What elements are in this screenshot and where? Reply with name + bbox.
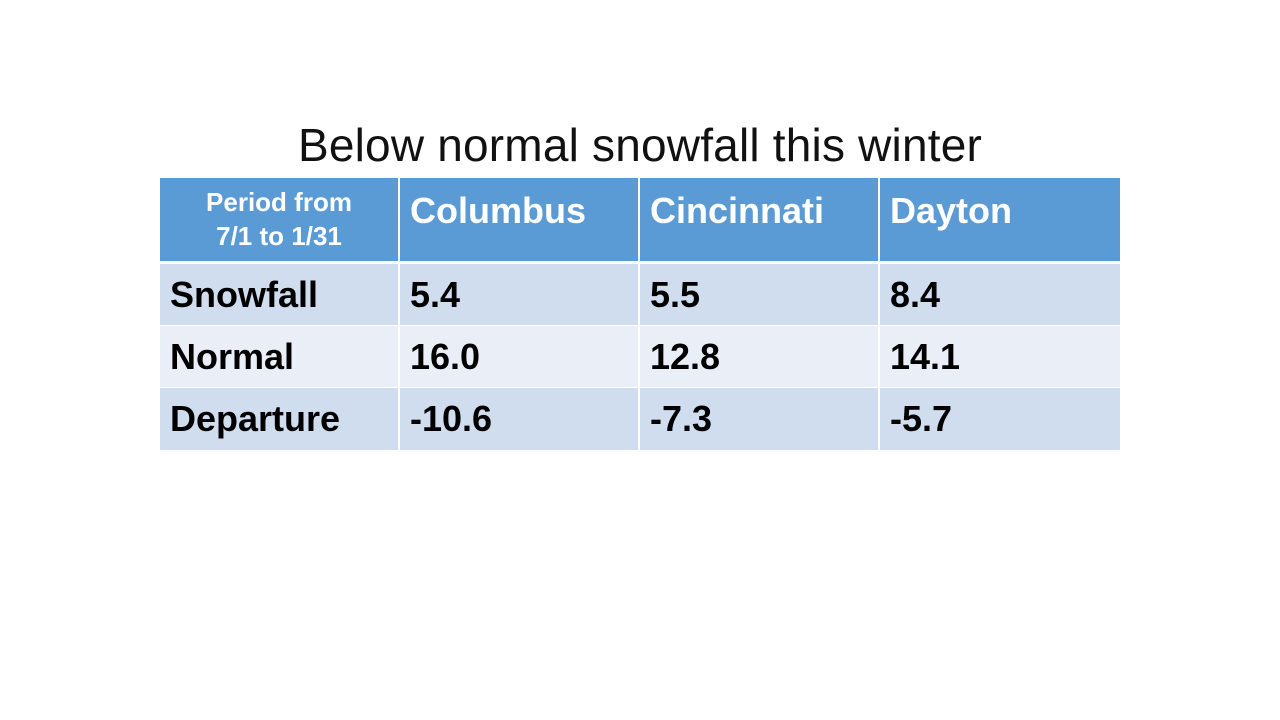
table-header-row: Period from 7/1 to 1/31 Columbus Cincinn… (160, 178, 1120, 264)
table-cell: 16.0 (400, 326, 640, 388)
table-cell: 8.4 (880, 264, 1120, 326)
period-header-line2: 7/1 to 1/31 (216, 221, 342, 251)
column-header-columbus: Columbus (400, 178, 640, 264)
table-cell: 14.1 (880, 326, 1120, 388)
table-cell: 5.5 (640, 264, 880, 326)
table-cell: -5.7 (880, 388, 1120, 450)
snowfall-table: Period from 7/1 to 1/31 Columbus Cincinn… (160, 178, 1120, 450)
row-label-departure: Departure (160, 388, 400, 450)
table-row-normal: Normal 16.0 12.8 14.1 (160, 326, 1120, 388)
table-row-snowfall: Snowfall 5.4 5.5 8.4 (160, 264, 1120, 326)
row-label-normal: Normal (160, 326, 400, 388)
table-cell: 5.4 (400, 264, 640, 326)
table-row-departure: Departure -10.6 -7.3 -5.7 (160, 388, 1120, 450)
table-cell: 12.8 (640, 326, 880, 388)
row-label-snowfall: Snowfall (160, 264, 400, 326)
slide-title: Below normal snowfall this winter (297, 119, 983, 171)
period-header-cell: Period from 7/1 to 1/31 (160, 178, 400, 264)
table-cell: -10.6 (400, 388, 640, 450)
period-header-line1: Period from (206, 187, 352, 217)
column-header-dayton: Dayton (880, 178, 1120, 264)
table-cell: -7.3 (640, 388, 880, 450)
column-header-cincinnati: Cincinnati (640, 178, 880, 264)
